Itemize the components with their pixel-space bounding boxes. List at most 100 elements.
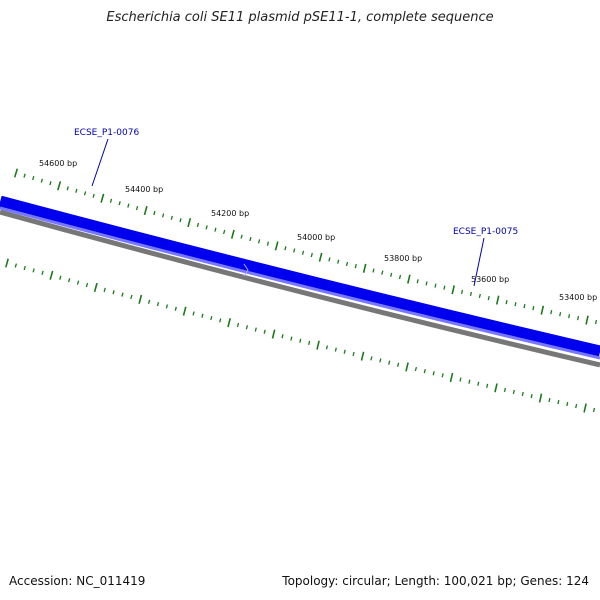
sequence-backbone xyxy=(0,209,600,368)
gene-label-ecse-p1-0075[interactable]: ECSE_P1-0075 xyxy=(453,227,518,237)
inner-scale-tick xyxy=(503,387,507,393)
outer-scale-tick xyxy=(240,234,243,239)
inner-scale-tick xyxy=(59,275,62,280)
outer-scale-tick xyxy=(23,173,26,178)
inner-scale-tick xyxy=(219,318,222,323)
inner-scale-tick xyxy=(423,369,426,374)
inner-scale-tick xyxy=(566,401,569,407)
outer-scale-tick xyxy=(75,188,78,193)
inner-scale-tick xyxy=(147,299,151,304)
inner-scale-tick xyxy=(477,381,480,386)
inner-scale-tick xyxy=(530,393,533,399)
outer-scale-tick xyxy=(407,274,411,284)
outer-scale-tick xyxy=(170,215,173,220)
outer-scale-tick xyxy=(109,198,113,203)
outer-scale-tick xyxy=(49,181,52,186)
outer-scale-tick xyxy=(249,236,252,242)
outer-scale-tick xyxy=(559,312,562,317)
outer-scale-tick xyxy=(460,289,464,294)
inner-scale-tick xyxy=(432,371,435,376)
inner-scale-tick xyxy=(360,351,365,361)
outer-scale-tick xyxy=(318,252,323,262)
inner-scale-tick xyxy=(67,278,71,283)
gene-track-highlight xyxy=(0,206,600,360)
outer-scale-tick xyxy=(187,217,192,228)
outer-scale-tick xyxy=(179,218,182,223)
outer-scale-tick xyxy=(100,193,105,203)
scale-label-54200: 54200 bp xyxy=(211,209,249,218)
outer-scale-tick xyxy=(568,314,571,319)
inner-scale-tick xyxy=(263,329,266,334)
inner-scale-tick xyxy=(343,349,346,354)
outer-scale-tick xyxy=(257,239,261,244)
inner-scale-tick xyxy=(103,287,106,292)
inner-scale-tick xyxy=(32,268,35,273)
inner-scale-tick xyxy=(245,325,249,330)
outer-scale-tick xyxy=(274,241,279,251)
outer-scale-tick xyxy=(310,252,313,258)
outer-scale-tick xyxy=(495,295,500,305)
inner-scale-tick xyxy=(121,292,124,297)
outer-scale-tick xyxy=(40,178,44,183)
inner-scale-tick xyxy=(130,294,133,300)
outer-scale-tick xyxy=(381,270,384,275)
outer-scale-tick xyxy=(57,181,62,191)
gene-callout-line-0075 xyxy=(473,237,485,287)
inner-scale-tick xyxy=(592,407,596,413)
inner-scale-tick xyxy=(396,362,400,367)
outer-scale-tick xyxy=(328,257,331,262)
inner-scale-tick xyxy=(379,358,382,363)
inner-scale-tick xyxy=(41,270,44,275)
inner-scale-tick xyxy=(548,397,551,403)
inner-scale-tick xyxy=(308,340,311,346)
outer-scale-tick xyxy=(550,310,553,315)
inner-scale-tick xyxy=(352,351,355,357)
inner-scale-tick xyxy=(174,306,177,311)
inner-scale-tick xyxy=(441,373,444,378)
outer-scale-tick xyxy=(301,250,305,255)
inner-scale-tick xyxy=(299,338,302,343)
gene-label-ecse-p1-0076[interactable]: ECSE_P1-0076 xyxy=(74,128,139,138)
outer-scale-tick xyxy=(284,246,287,251)
inner-scale-tick xyxy=(486,383,489,388)
outer-scale-tick xyxy=(135,206,139,211)
inner-scale-tick xyxy=(449,372,454,383)
inner-scale-tick xyxy=(494,383,498,393)
inner-scale-tick xyxy=(414,366,418,372)
outer-scale-tick xyxy=(127,203,130,208)
outer-scale-tick xyxy=(222,229,226,235)
inner-scale-tick xyxy=(138,294,143,304)
outer-scale-tick xyxy=(293,248,296,253)
accession-text: Accession: NC_011419 xyxy=(9,574,146,588)
scale-label-54000: 54000 bp xyxy=(297,233,335,242)
inner-scale-tick xyxy=(93,282,98,293)
inner-scale-tick xyxy=(557,399,560,405)
gene-track[interactable] xyxy=(0,195,600,359)
topology-summary: Topology: circular; Length: 100,021 bp; … xyxy=(282,574,589,588)
outer-scale-tick xyxy=(372,268,375,273)
outer-scale-tick xyxy=(161,213,165,218)
gene-callout-line-0076 xyxy=(91,138,109,187)
outer-scale-tick xyxy=(32,176,35,181)
inner-scale-tick xyxy=(165,304,169,309)
inner-scale-tick xyxy=(254,327,257,332)
outer-scale-tick xyxy=(478,293,481,299)
outer-scale-tick xyxy=(398,274,402,280)
inner-scale-tick xyxy=(334,347,337,352)
inner-scale-tick xyxy=(156,302,160,307)
map-title: Escherichia coli SE11 plasmid pSE11-1, c… xyxy=(106,10,494,25)
inner-scale-tick xyxy=(192,311,195,316)
inner-scale-tick xyxy=(210,316,213,321)
outer-scale-tick xyxy=(337,259,340,264)
outer-scale-tick xyxy=(345,261,349,267)
inner-scale-tick xyxy=(85,282,89,288)
outer-scale-tick xyxy=(505,300,508,305)
inner-scale-tick xyxy=(290,336,293,341)
inner-scale-tick xyxy=(76,280,80,285)
outer-scale-tick xyxy=(143,205,148,216)
inner-scale-tick xyxy=(468,379,471,384)
outer-scale-tick xyxy=(425,281,428,286)
outer-scale-tick xyxy=(153,210,156,216)
inner-scale-tick xyxy=(112,290,115,295)
